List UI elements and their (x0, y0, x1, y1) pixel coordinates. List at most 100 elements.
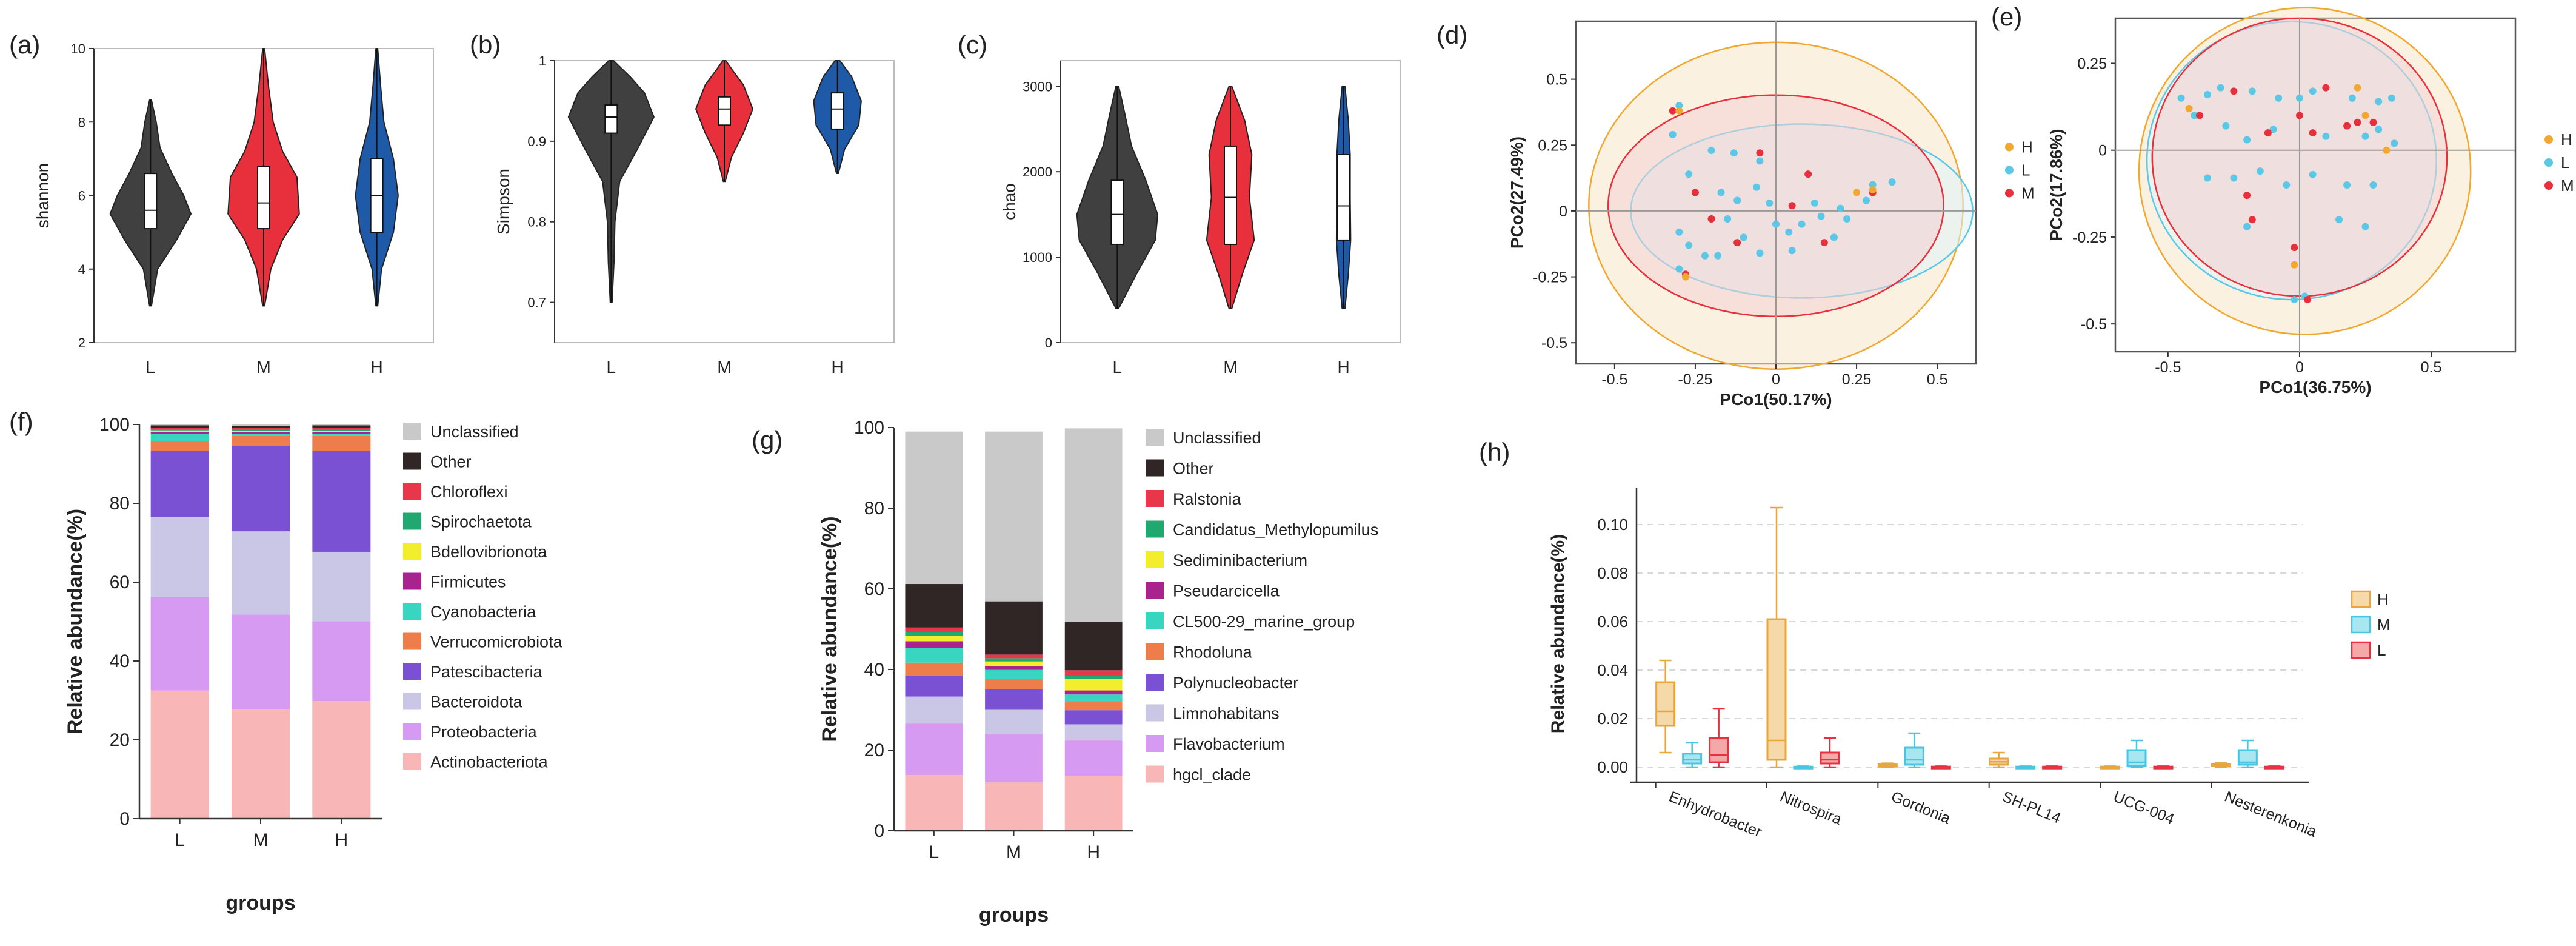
legend-label-H: H (2561, 130, 2572, 149)
bar-segment-Spirochaetota (312, 429, 371, 431)
legend-swatch-Bacteroidota (403, 693, 421, 710)
bar-segment-Candidatus_Methylopumilus (1064, 675, 1123, 679)
point-L (1675, 228, 1683, 236)
x-tick-label-4: 0.5 (2421, 359, 2442, 376)
bar-segment-Rhodoluna (1064, 702, 1123, 711)
point-L (2375, 126, 2383, 133)
point-L (2256, 167, 2264, 175)
bar-segment-Polynucleobacter (1064, 710, 1123, 725)
point-L (2222, 122, 2230, 130)
point-L (2177, 94, 2185, 102)
point-M (1691, 189, 1699, 196)
point-H (1853, 189, 1861, 196)
point-L (1685, 170, 1693, 178)
legend-label-Pseudarcicella: Pseudarcicella (1173, 582, 1280, 600)
panel-label: (c) (958, 30, 987, 59)
point-L (1740, 233, 1747, 241)
point-L (2203, 174, 2211, 182)
bar-segment-Spirochaetota (150, 429, 209, 431)
bar-segment-Bacteroidota (312, 551, 371, 622)
y-tick-label-0: 2 (78, 335, 85, 351)
bar-segment-Sediminibacterium (985, 661, 1043, 666)
panel-label: (g) (752, 426, 782, 454)
x-axis-title-5: groups (225, 891, 295, 914)
legend-label-Bacteroidota: Bacteroidota (430, 693, 523, 711)
y-tick-label-1: 0.8 (527, 215, 546, 230)
point-H (1869, 186, 1877, 194)
point-L (2343, 181, 2351, 189)
point-L (1675, 102, 1683, 110)
y-tick-label-4: 0 (2098, 143, 2107, 159)
y-axis-title-7: Relative abundance(%) (1548, 534, 1568, 733)
point-L (1869, 181, 1877, 189)
point-L (1669, 130, 1677, 138)
y-tick-label-4: 0.25 (2077, 55, 2107, 72)
legend-label-Flavobacterium: Flavobacterium (1173, 735, 1285, 753)
bar-segment-Bdellovibrionota (150, 430, 209, 432)
bar-segment-Proteobacteria (150, 597, 209, 691)
y-tick-label-2: 1000 (1023, 250, 1052, 265)
point-M (1820, 239, 1828, 247)
legend-swatch-hgcl_clade (1146, 765, 1164, 783)
legend-swatch-Chloroflexi (403, 483, 421, 500)
panel-label: (b) (470, 30, 501, 59)
point-L (1788, 247, 1796, 255)
point-M (2354, 118, 2361, 126)
y-tick-label-5: 100 (99, 415, 130, 435)
legend-swatch-M (2544, 181, 2553, 190)
y-tick-label-3: 0.5 (1546, 72, 1567, 89)
violin-box-H (830, 92, 844, 130)
box-H (1766, 618, 1787, 761)
x-tick-label-7: Nesterenkonia (2222, 788, 2319, 840)
y-tick-label-0: 10 (71, 41, 85, 56)
legend-swatch-Pseudarcicella (1146, 582, 1164, 599)
point-L (1685, 241, 1693, 249)
legend-swatch-L (2005, 166, 2014, 175)
legend-label-Polynucleobacter: Polynucleobacter (1173, 674, 1298, 692)
point-M (2230, 87, 2238, 95)
point-M (1788, 202, 1796, 210)
bar-segment-Chloroflexi (312, 428, 371, 430)
point-M (2343, 122, 2351, 130)
x-tick-label-7: UCG-004 (2111, 788, 2177, 828)
x-tick-label-1: M (717, 358, 731, 377)
point-L (1756, 249, 1764, 257)
legend-swatch-Flavobacterium (1146, 735, 1164, 752)
x-tick-label-6: M (1006, 842, 1021, 862)
x-tick-label-3: 0 (1772, 371, 1780, 388)
legend-swatch-L (2351, 641, 2371, 659)
point-H (2361, 112, 2369, 119)
y-axis-title-2: chao (1000, 183, 1019, 220)
legend-swatch-Bdellovibrionota (403, 543, 421, 560)
panel-label: (f) (9, 408, 33, 436)
legend-swatch-H (2351, 590, 2371, 608)
x-tick-label-0: M (256, 358, 270, 377)
y-axis-title-0: shannon (33, 163, 52, 228)
legend-swatch-M (2005, 189, 2014, 198)
legend-label-Ralstonia: Ralstonia (1173, 490, 1242, 508)
y-tick-label-6: 100 (854, 418, 884, 438)
legend-label-Patescibacteria: Patescibacteria (430, 663, 543, 681)
bar-segment-Pseudarcicella (1064, 690, 1123, 695)
y-tick-label-5: 60 (110, 572, 130, 592)
y-axis-title-1: Simpson (494, 169, 513, 235)
panel-label: (a) (9, 30, 40, 59)
point-L (1675, 265, 1683, 273)
point-L (2387, 94, 2395, 102)
x-axis-title-3: PCo1(50.17%) (1720, 390, 1832, 409)
legend-label-Proteobacteria: Proteobacteria (430, 723, 538, 741)
panel-label: (h) (1479, 438, 1510, 466)
bar-segment-Bacteroidota (232, 531, 290, 615)
point-L (2369, 181, 2377, 189)
bar-segment-Firmicutes (312, 432, 371, 434)
legend-label-Other: Other (430, 453, 472, 471)
x-tick-label-3: 0.5 (1927, 371, 1948, 388)
x-axis-title-4: PCo1(36.75%) (2259, 378, 2371, 397)
point-M (2322, 84, 2330, 92)
legend-swatch-Firmicutes (403, 572, 421, 590)
x-tick-label-3: -0.25 (1678, 371, 1712, 388)
violin-box-L (604, 104, 618, 134)
y-tick-label-3: 0 (1559, 203, 1567, 220)
point-L (2375, 98, 2383, 106)
point-L (2217, 84, 2224, 92)
